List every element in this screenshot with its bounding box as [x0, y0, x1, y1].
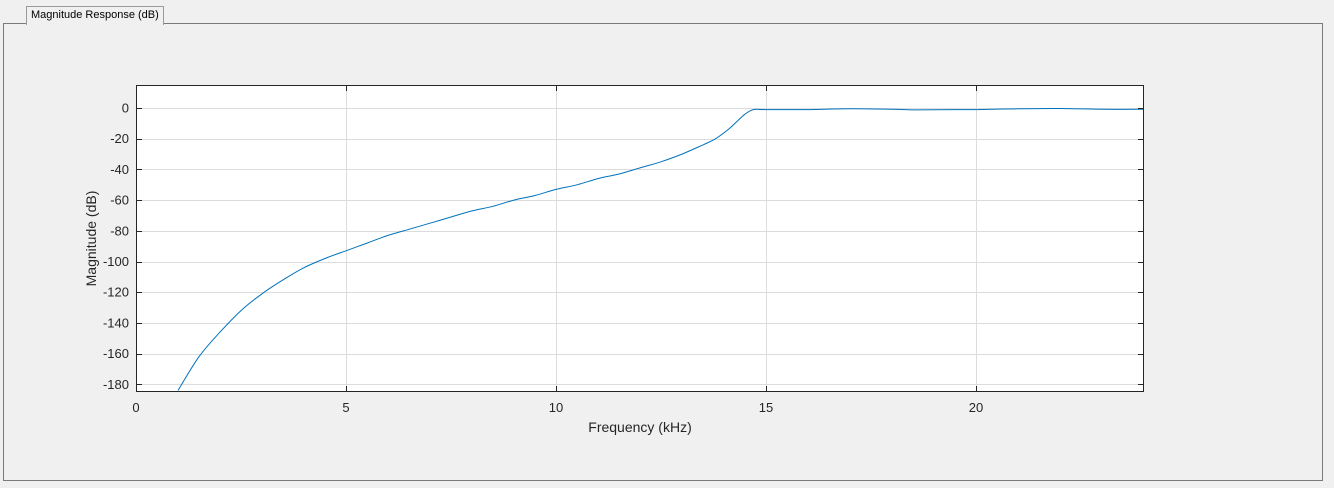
x-tick-label: 15	[759, 400, 773, 415]
y-tick-label: -100	[103, 254, 129, 269]
magnitude-series-line	[177, 107, 1145, 391]
y-tick-label: 0	[122, 101, 129, 116]
panel-tab-label: Magnitude Response (dB)	[26, 6, 164, 25]
ticks-group: 0 5 10 15 20 0 -20 -40 -60 -80 -100 -120 -140 -160 -18…	[103, 85, 1144, 415]
grid-lines	[136, 85, 1144, 392]
y-tick-label: -40	[110, 162, 129, 177]
x-tick-label: 5	[342, 400, 349, 415]
y-tick-label: -60	[110, 193, 129, 208]
series-group	[177, 107, 1145, 391]
plot-border	[136, 85, 1144, 392]
y-tick-label: -80	[110, 223, 129, 238]
y-tick-label: -20	[110, 131, 129, 146]
y-tick-label: -140	[103, 315, 129, 330]
y-tick-label: -120	[103, 285, 129, 300]
y-tick-label: -160	[103, 346, 129, 361]
x-tick-label: 20	[969, 400, 983, 415]
plot-area	[136, 85, 1144, 392]
x-axis-label: Frequency (kHz)	[588, 419, 691, 435]
x-tick-label: 10	[549, 400, 563, 415]
x-tick-label: 0	[132, 400, 139, 415]
y-tick-label: -180	[103, 377, 129, 392]
y-axis-label: Magnitude (dB)	[83, 191, 99, 287]
